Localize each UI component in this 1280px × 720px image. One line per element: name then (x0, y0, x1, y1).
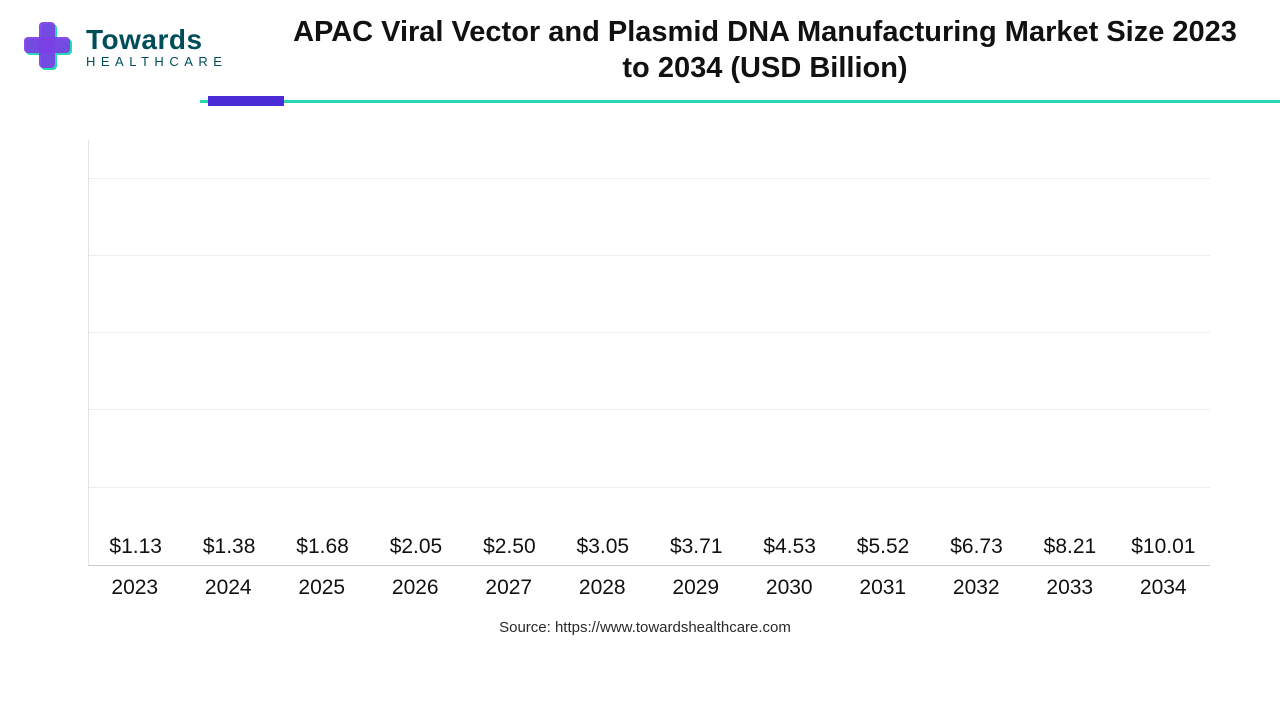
bars-container: $1.13 $1.38 $1.68 $2.05 $2.50 $3.05 $3.71 $4.53… (89, 140, 1210, 565)
bar-value-label: $1.38 (203, 535, 256, 559)
bar-slot: $1.13 (89, 535, 182, 565)
bar-slot: $1.68 (276, 535, 369, 565)
x-axis-label: 2031 (836, 576, 930, 606)
bar-slot: $2.50 (463, 535, 556, 565)
bar-slot: $10.01 (1117, 535, 1210, 565)
logo-text: Towards HEALTHCARE (86, 25, 227, 68)
x-axis-label: 2032 (930, 576, 1024, 606)
bar-slot: $8.21 (1023, 535, 1116, 565)
bar-slot: $6.73 (930, 535, 1023, 565)
bar-value-label: $10.01 (1131, 535, 1195, 559)
rule-teal (200, 100, 1280, 103)
bar-slot: $2.05 (369, 535, 462, 565)
x-axis-label: 2028 (556, 576, 650, 606)
bar-value-label: $8.21 (1044, 535, 1097, 559)
bar-chart: $1.13 $1.38 $1.68 $2.05 $2.50 $3.05 $3.71 $4.53… (68, 140, 1222, 640)
rule-purple (208, 96, 284, 106)
x-axis: 2023202420252026202720282029203020312032… (88, 576, 1210, 606)
title-rule (200, 96, 1280, 106)
source-text: Source: https://www.towardshealthcare.co… (68, 619, 1222, 636)
chart-title: APAC Viral Vector and Plasmid DNA Manufa… (280, 14, 1250, 87)
x-axis-label: 2029 (649, 576, 743, 606)
x-axis-label: 2026 (369, 576, 463, 606)
logo-cross-icon (22, 20, 76, 74)
bar-slot: $3.05 (556, 535, 649, 565)
x-axis-label: 2023 (88, 576, 182, 606)
x-axis-label: 2024 (182, 576, 276, 606)
bar-slot: $4.53 (743, 535, 836, 565)
x-axis-label: 2027 (462, 576, 556, 606)
logo-word-healthcare: HEALTHCARE (86, 55, 227, 69)
logo-word-towards: Towards (86, 25, 227, 54)
page: Towards HEALTHCARE APAC Viral Vector and… (0, 0, 1280, 720)
bar-value-label: $2.50 (483, 535, 536, 559)
bar-slot: $1.38 (182, 535, 275, 565)
bar-value-label: $6.73 (950, 535, 1003, 559)
bar-slot: $3.71 (650, 535, 743, 565)
x-axis-label: 2030 (743, 576, 837, 606)
bar-value-label: $5.52 (857, 535, 910, 559)
x-axis-label: 2025 (275, 576, 369, 606)
bar-value-label: $1.13 (109, 535, 162, 559)
bar-value-label: $2.05 (390, 535, 443, 559)
bar-value-label: $3.71 (670, 535, 723, 559)
x-axis-label: 2033 (1023, 576, 1117, 606)
x-axis-label: 2034 (1117, 576, 1211, 606)
bar-value-label: $1.68 (296, 535, 349, 559)
plot-area: $1.13 $1.38 $1.68 $2.05 $2.50 $3.05 $3.71 $4.53… (88, 140, 1210, 566)
bar-slot: $5.52 (836, 535, 929, 565)
bar-value-label: $4.53 (763, 535, 816, 559)
brand-logo: Towards HEALTHCARE (22, 20, 227, 74)
bar-value-label: $3.05 (577, 535, 630, 559)
